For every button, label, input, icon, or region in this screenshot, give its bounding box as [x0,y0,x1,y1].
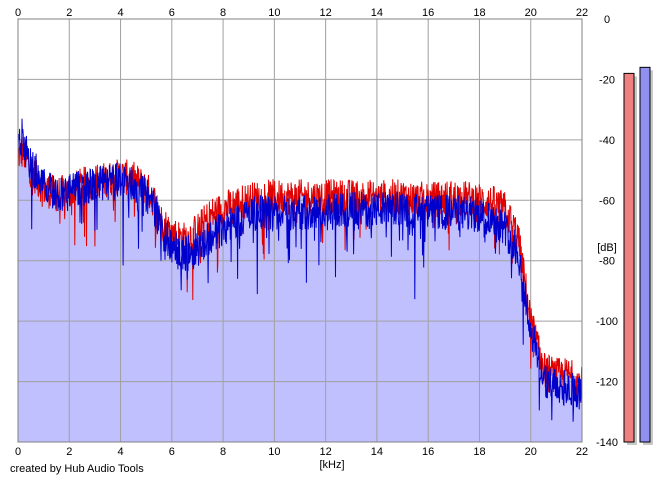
series-lines [17,118,583,422]
spectrum-area [18,118,582,442]
x-tick-label-bottom: 4 [117,446,123,458]
x-tick-label-bottom: 18 [473,446,485,458]
x-tick-label-bottom: 20 [525,446,537,458]
y-tick-label: -120 [596,377,618,389]
y-tick-label: -80 [599,256,615,268]
x-tick-label-top: 2 [66,7,72,19]
x-tick-label-bottom: 2 [66,446,72,458]
y-tick-label: -140 [596,437,618,449]
x-tick-label-bottom: 22 [576,446,588,458]
y-tick-label: -40 [599,135,615,147]
x-tick-label-top: 8 [220,7,226,19]
x-tick-label-top: 12 [320,7,332,19]
x-tick-label-top: 6 [169,7,175,19]
x-tick-label-top: 0 [15,7,21,19]
x-tick-label-bottom: 8 [220,446,226,458]
level-meter-blue [639,66,651,443]
plot-border [17,18,583,443]
series-blue-line [17,118,583,422]
x-tick-label-top: 10 [268,7,280,19]
y-tick-labels: 0 -20 -40 -60 -80 -100 -120 -140 [596,14,618,449]
x-tick-label-bottom: 0 [15,446,21,458]
x-tick-label-bottom: 6 [169,446,175,458]
x-tick-label-top: 20 [525,7,537,19]
y-axis-label: [dB] [597,242,617,254]
x-axis-label: [kHz] [319,459,344,471]
x-tick-label-top: 14 [371,7,383,19]
x-tick-label-bottom: 12 [320,446,332,458]
x-tick-label-bottom: 14 [371,446,383,458]
x-tick-label-bottom: 10 [268,446,280,458]
level-meter-red [623,72,635,443]
x-tick-label-top: 16 [422,7,434,19]
plot-frame [17,18,583,443]
x-tick-label-top: 22 [576,7,588,19]
level-meters [623,66,653,445]
x-tick-labels-top: 0 2 4 6 8 10 12 14 16 18 20 22 [15,7,588,19]
footer-credit: created by Hub Audio Tools [10,463,144,475]
y-tick-label: -100 [596,316,618,328]
x-tick-label-bottom: 16 [422,446,434,458]
x-tick-label-top: 4 [117,7,123,19]
y-tick-label: -20 [599,74,615,86]
x-tick-labels-bottom: 0 2 4 6 8 10 12 14 16 18 20 22 [15,446,588,458]
y-tick-label: -60 [599,195,615,207]
x-tick-label-top: 18 [473,7,485,19]
y-tick-label: 0 [604,14,610,26]
spectrum-fill [18,118,582,442]
